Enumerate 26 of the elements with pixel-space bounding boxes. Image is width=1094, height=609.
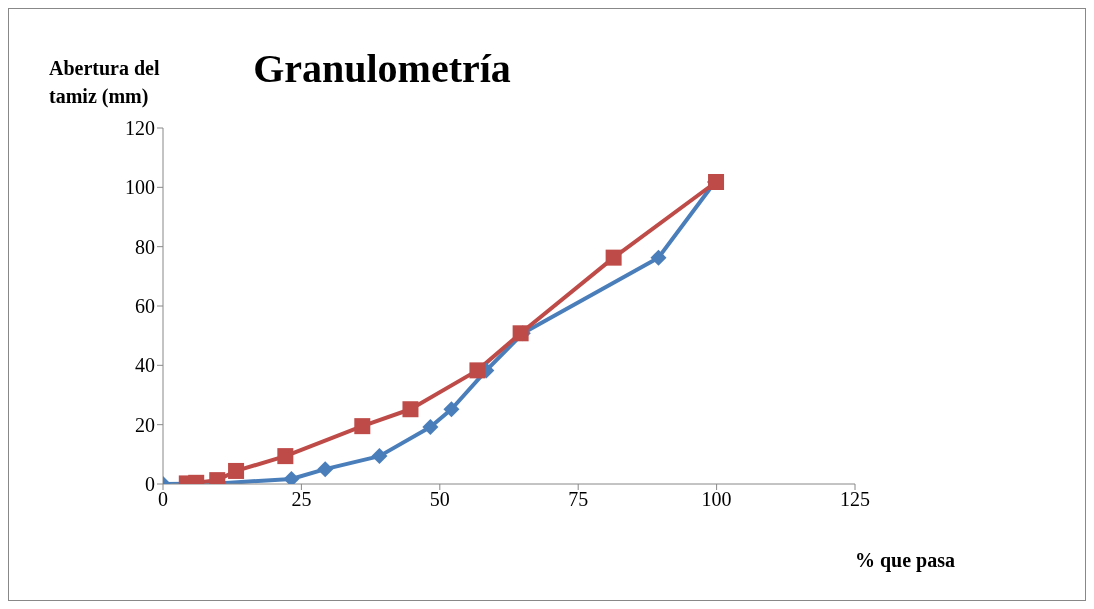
point	[650, 249, 667, 266]
x-tick-label: 50	[429, 488, 450, 511]
point	[422, 419, 439, 436]
x-axis-title: % que pasa	[855, 549, 956, 572]
y-tick-label: 80	[135, 235, 155, 258]
point	[228, 462, 245, 479]
y-tick-label: 60	[135, 295, 155, 318]
point	[354, 418, 371, 435]
point	[605, 249, 622, 266]
y-tick-label: 40	[135, 354, 155, 377]
y-tick-label: 20	[135, 413, 155, 436]
y-tick-label: 0	[145, 473, 155, 496]
x-tick-label: 25	[291, 488, 312, 511]
x-tick-label: 100	[701, 488, 732, 511]
point	[317, 461, 334, 478]
x-tick-label: 75	[568, 488, 589, 511]
y-axis-title: Abertura del tamiz (mm)	[49, 56, 161, 110]
y-tick-label: 100	[125, 176, 155, 199]
x-tick-label: 125	[840, 488, 870, 511]
point	[443, 401, 460, 418]
chart-title: Granulometría	[253, 46, 511, 91]
point	[277, 448, 294, 465]
y-tick-label: 120	[125, 117, 155, 140]
point	[371, 448, 388, 465]
point	[469, 362, 486, 379]
point	[402, 401, 419, 418]
